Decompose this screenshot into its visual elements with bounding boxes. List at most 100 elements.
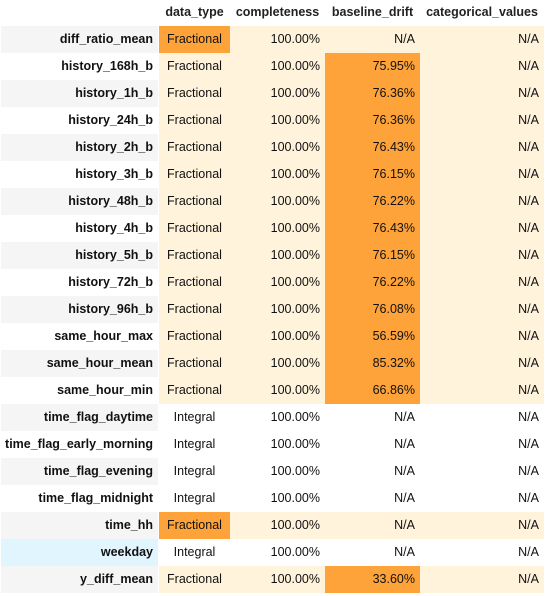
categorical-values-cell: N/A: [420, 80, 544, 107]
data-type-cell: Fractional: [159, 107, 230, 134]
categorical-values-cell: N/A: [420, 107, 544, 134]
table-row: history_48h_b Fractional 100.00% 76.22% N/A: [0, 188, 548, 215]
categorical-values-cell: N/A: [420, 134, 544, 161]
completeness-cell: 100.00%: [230, 242, 325, 269]
baseline-drift-cell: 33.60%: [325, 566, 420, 593]
column-header-completeness: completeness: [235, 5, 320, 19]
baseline-drift-cell: N/A: [325, 512, 420, 539]
categorical-values-cell: N/A: [420, 242, 544, 269]
baseline-drift-cell: 76.08%: [325, 296, 420, 323]
table-row: history_2h_b Fractional 100.00% 76.43% N/A: [0, 134, 548, 161]
table-row: history_24h_b Fractional 100.00% 76.36% N/A: [0, 107, 548, 134]
row-index-label: history_1h_b: [1, 80, 158, 107]
row-index-label: time_flag_daytime: [1, 404, 158, 431]
categorical-values-cell: N/A: [420, 485, 544, 512]
row-index-label: same_hour_mean: [1, 350, 158, 377]
categorical-values-cell: N/A: [420, 539, 544, 566]
categorical-values-cell: N/A: [420, 458, 544, 485]
row-index-label: time_flag_early_morning: [1, 431, 158, 458]
baseline-drift-cell: 76.43%: [325, 134, 420, 161]
categorical-values-cell: N/A: [420, 161, 544, 188]
data-type-cell: Fractional: [159, 269, 230, 296]
row-index-label: diff_ratio_mean: [1, 26, 158, 53]
categorical-values-cell: N/A: [420, 404, 544, 431]
categorical-values-cell: N/A: [420, 350, 544, 377]
table-row: time_flag_evening Integral 100.00% N/A N/A: [0, 458, 548, 485]
completeness-cell: 100.00%: [230, 458, 325, 485]
completeness-cell: 100.00%: [230, 107, 325, 134]
completeness-cell: 100.00%: [230, 539, 325, 566]
column-header-baseline-drift: baseline_drift: [331, 5, 414, 19]
row-index-label: weekday: [1, 539, 158, 566]
data-type-cell: Fractional: [159, 323, 230, 350]
table-row: history_4h_b Fractional 100.00% 76.43% N/A: [0, 215, 548, 242]
baseline-drift-cell: 76.22%: [325, 269, 420, 296]
completeness-cell: 100.00%: [230, 53, 325, 80]
baseline-drift-cell: 76.36%: [325, 107, 420, 134]
categorical-values-cell: N/A: [420, 296, 544, 323]
baseline-drift-cell: N/A: [325, 458, 420, 485]
baseline-drift-cell: N/A: [325, 539, 420, 566]
baseline-drift-cell: N/A: [325, 26, 420, 53]
table-row: same_hour_max Fractional 100.00% 56.59% N/A: [0, 323, 548, 350]
categorical-values-cell: N/A: [420, 512, 544, 539]
baseline-drift-cell: 76.22%: [325, 188, 420, 215]
row-index-label: history_96h_b: [1, 296, 158, 323]
completeness-cell: 100.00%: [230, 269, 325, 296]
baseline-drift-cell: 85.32%: [325, 350, 420, 377]
data-type-cell: Fractional: [159, 296, 230, 323]
baseline-drift-cell: N/A: [325, 431, 420, 458]
row-index-label: same_hour_max: [1, 323, 158, 350]
data-type-cell: Fractional: [159, 215, 230, 242]
table-row: time_flag_midnight Integral 100.00% N/A N/A: [0, 485, 548, 512]
completeness-cell: 100.00%: [230, 296, 325, 323]
data-type-cell: Fractional: [159, 161, 230, 188]
data-type-cell: Integral: [159, 431, 230, 458]
table-row: time_flag_early_morning Integral 100.00% N/…: [0, 431, 548, 458]
table-row: y_diff_mean Fractional 100.00% 33.60% N/A: [0, 566, 548, 593]
baseline-drift-cell: 76.43%: [325, 215, 420, 242]
row-index-label: time_hh: [1, 512, 158, 539]
data-type-cell: Fractional: [159, 377, 230, 404]
row-index-label: history_72h_b: [1, 269, 158, 296]
row-index-label: history_48h_b: [1, 188, 158, 215]
completeness-cell: 100.00%: [230, 404, 325, 431]
categorical-values-cell: N/A: [420, 215, 544, 242]
completeness-cell: 100.00%: [230, 431, 325, 458]
row-index-label: history_24h_b: [1, 107, 158, 134]
table-row: history_72h_b Fractional 100.00% 76.22% N/A: [0, 269, 548, 296]
categorical-values-cell: N/A: [420, 53, 544, 80]
data-type-cell: Fractional: [159, 242, 230, 269]
row-index-label: history_4h_b: [1, 215, 158, 242]
table-row: same_hour_mean Fractional 100.00% 85.32% N/A: [0, 350, 548, 377]
table-row: diff_ratio_mean Fractional 100.00% N/A N/A: [0, 26, 548, 53]
row-index-label: history_2h_b: [1, 134, 158, 161]
categorical-values-cell: N/A: [420, 377, 544, 404]
data-type-cell: Fractional: [159, 512, 230, 539]
table-row: same_hour_min Fractional 100.00% 66.86% N/A: [0, 377, 548, 404]
baseline-drift-cell: 66.86%: [325, 377, 420, 404]
completeness-cell: 100.00%: [230, 215, 325, 242]
row-index-label: history_5h_b: [1, 242, 158, 269]
completeness-cell: 100.00%: [230, 26, 325, 53]
table-row: history_3h_b Fractional 100.00% 76.15% N/A: [0, 161, 548, 188]
row-index-label: time_flag_midnight: [1, 485, 158, 512]
column-header-categorical-values: categorical_values: [426, 5, 538, 19]
categorical-values-cell: N/A: [420, 269, 544, 296]
completeness-cell: 100.00%: [230, 134, 325, 161]
row-index-label: same_hour_min: [1, 377, 158, 404]
completeness-cell: 100.00%: [230, 512, 325, 539]
completeness-cell: 100.00%: [230, 566, 325, 593]
data-type-cell: Integral: [159, 539, 230, 566]
data-type-cell: Fractional: [159, 566, 230, 593]
data-type-cell: Fractional: [159, 134, 230, 161]
table-row: history_96h_b Fractional 100.00% 76.08% N/A: [0, 296, 548, 323]
categorical-values-cell: N/A: [420, 188, 544, 215]
data-type-cell: Fractional: [159, 26, 230, 53]
column-header-data-type: data_type: [165, 5, 224, 19]
data-type-cell: Integral: [159, 485, 230, 512]
categorical-values-cell: N/A: [420, 323, 544, 350]
baseline-drift-cell: 76.15%: [325, 242, 420, 269]
table-row: weekday Integral 100.00% N/A N/A: [0, 539, 548, 566]
data-type-cell: Fractional: [159, 53, 230, 80]
